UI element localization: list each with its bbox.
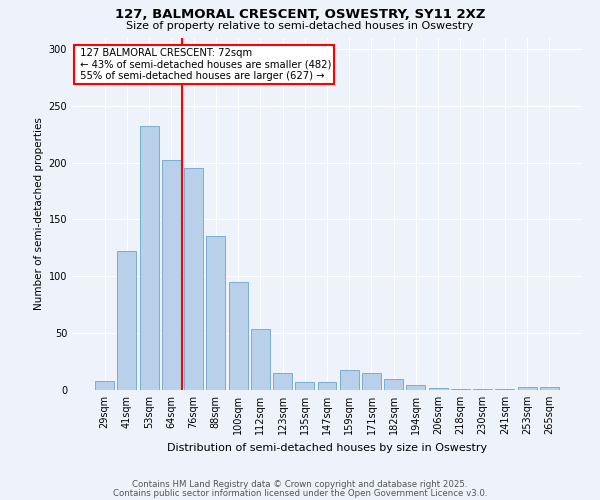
Bar [251,328,270,390]
Text: Contains HM Land Registry data © Crown copyright and database right 2025.: Contains HM Land Registry data © Crown c… [132,480,468,489]
Bar [317,382,337,390]
Bar [540,386,559,390]
X-axis label: Distribution of semi-detached houses by size in Oswestry: Distribution of semi-detached houses by … [167,442,487,452]
Bar [184,168,203,390]
Bar [118,252,136,390]
Bar [140,126,158,390]
Bar [406,386,425,390]
Y-axis label: Number of semi-detached properties: Number of semi-detached properties [34,118,44,310]
Bar [229,282,248,390]
Bar [362,373,381,390]
Bar [518,386,536,390]
Text: 127 BALMORAL CRESCENT: 72sqm
 ← 43% of semi-detached houses are smaller (482)
 5: 127 BALMORAL CRESCENT: 72sqm ← 43% of se… [77,48,331,82]
Bar [95,381,114,390]
Bar [496,389,514,390]
Text: Size of property relative to semi-detached houses in Oswestry: Size of property relative to semi-detach… [127,21,473,31]
Bar [340,370,359,390]
Bar [295,382,314,390]
Text: 127, BALMORAL CRESCENT, OSWESTRY, SY11 2XZ: 127, BALMORAL CRESCENT, OSWESTRY, SY11 2… [115,8,485,21]
Bar [451,389,470,390]
Bar [206,236,225,390]
Bar [273,373,292,390]
Text: Contains public sector information licensed under the Open Government Licence v3: Contains public sector information licen… [113,489,487,498]
Bar [162,160,181,390]
Bar [429,388,448,390]
Bar [473,389,492,390]
Bar [384,378,403,390]
